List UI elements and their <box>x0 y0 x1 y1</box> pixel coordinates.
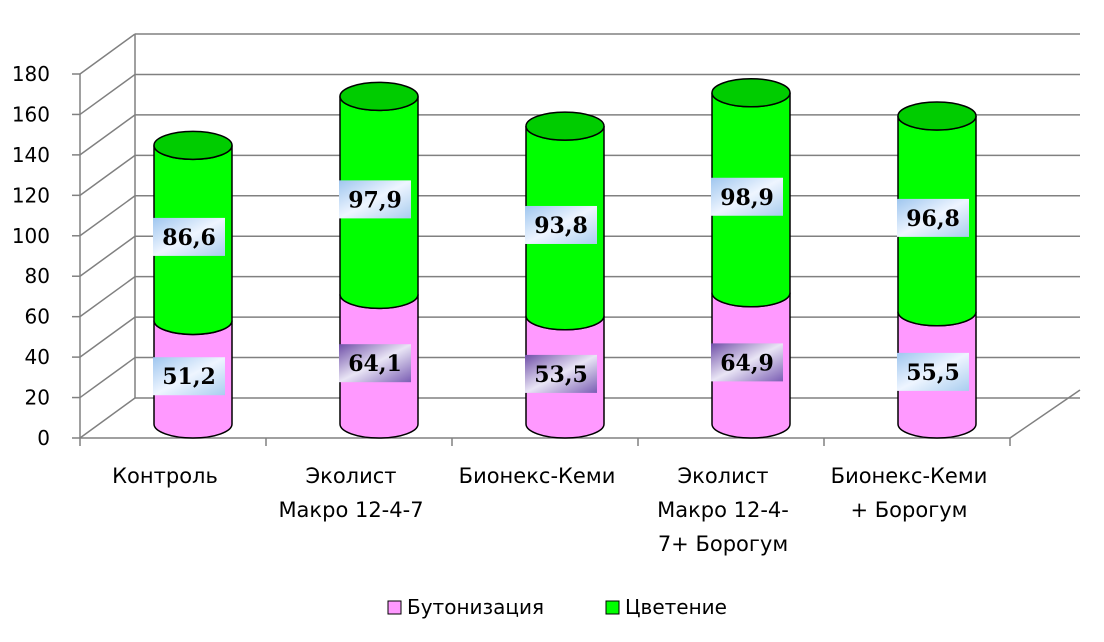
bar-top-cap-4 <box>897 101 977 131</box>
data-label-Цветение-3: 98,9 <box>720 185 774 211</box>
gridline-side <box>79 33 136 75</box>
y-tick-label: 20 <box>25 386 50 410</box>
gridline-side <box>79 195 136 237</box>
bars <box>153 78 977 439</box>
y-tick-label: 60 <box>25 305 50 329</box>
gridline-side <box>79 154 136 196</box>
data-label-Бутонизация-1: 64,1 <box>348 351 402 377</box>
y-axis-ticks: 0 20 40 60 80 100 120 140 160 180 <box>12 62 80 450</box>
data-labels: 51,2 86,6 64,1 97,9 53,5 93,8 64,9 98,9 55,5 96,8 <box>153 177 969 396</box>
y-tick-label: 160 <box>12 102 50 126</box>
data-label-Бутонизация-2: 53,5 <box>534 362 588 388</box>
floor-right-edge <box>1009 389 1081 439</box>
data-label-box <box>525 354 597 393</box>
data-label-box <box>711 177 783 216</box>
legend-label-1: Цветение <box>625 595 727 619</box>
data-label-box <box>525 205 597 244</box>
bar-top-cap-2 <box>525 111 605 141</box>
data-label-box <box>897 352 969 391</box>
data-label-Бутонизация-3: 64,9 <box>720 350 774 376</box>
data-label-box <box>897 198 969 237</box>
chart-axes <box>79 74 1081 446</box>
category-label-2: Бионекс-Кеми <box>459 464 616 488</box>
legend: Бутонизация Цветение <box>387 595 727 619</box>
y-tick-label: 140 <box>12 143 50 167</box>
data-label-box <box>711 343 783 382</box>
y-tick-label: 0 <box>37 426 50 450</box>
data-label-Бутонизация-0: 51,2 <box>162 364 216 390</box>
bar-top-cap-3 <box>711 78 791 108</box>
gridline-side <box>79 235 136 277</box>
data-label-box <box>339 344 411 383</box>
y-tick-label: 120 <box>12 183 50 207</box>
legend-swatch-0 <box>387 600 402 615</box>
bar-top-cap-0 <box>153 130 233 161</box>
gridline-side <box>79 73 136 116</box>
data-label-Цветение-2: 93,8 <box>534 213 588 239</box>
data-label-box <box>153 357 225 396</box>
data-label-Цветение-0: 86,6 <box>162 225 216 251</box>
category-label-1: Эколист <box>305 464 396 488</box>
data-label-Бутонизация-4: 55,5 <box>906 360 960 386</box>
category-labels: Контроль Эколист Макро 12-4-7 Бионекс-Кеми Э… <box>112 464 987 556</box>
category-label-1: Макро 12-4-7 <box>278 498 423 522</box>
legend-label-0: Бутонизация <box>407 595 544 619</box>
gridline-side <box>79 114 136 156</box>
gridline-side <box>79 356 136 399</box>
data-label-Цветение-4: 96,8 <box>906 206 960 232</box>
gridline-side <box>79 397 136 439</box>
gridline-side <box>79 316 136 358</box>
gridline-side <box>79 276 136 318</box>
category-label-0: Контроль <box>112 464 218 488</box>
category-label-3: Эколист <box>677 464 768 488</box>
category-label-3: 7+ Борогум <box>658 532 788 556</box>
category-label-4: Бионекс-Кеми <box>831 464 988 488</box>
y-tick-label: 40 <box>25 345 50 369</box>
legend-swatch-1 <box>605 600 620 615</box>
data-label-box <box>153 217 225 256</box>
data-label-box <box>339 180 411 219</box>
category-label-3: Макро 12-4- <box>657 498 789 522</box>
y-tick-label: 180 <box>12 62 50 86</box>
category-label-4: + Борогум <box>850 498 967 522</box>
y-tick-label: 100 <box>12 224 50 248</box>
bar-top-cap-1 <box>339 81 419 112</box>
y-tick-label: 80 <box>25 264 50 288</box>
data-label-Цветение-1: 97,9 <box>348 187 402 213</box>
